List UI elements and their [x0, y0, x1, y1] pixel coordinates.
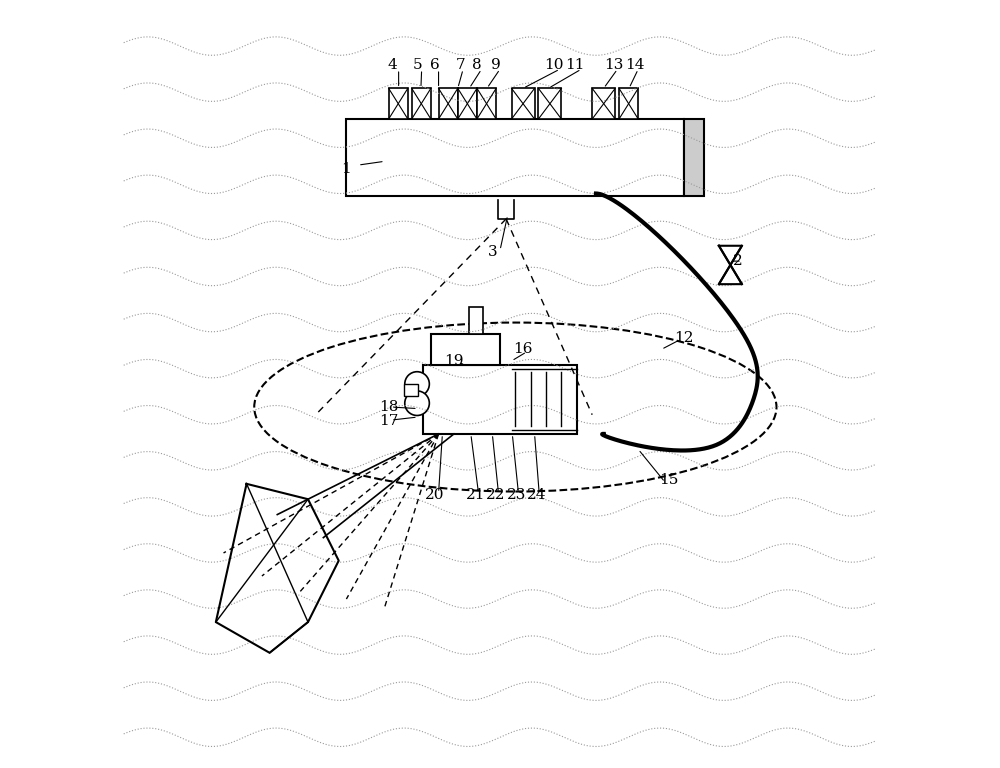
FancyBboxPatch shape	[592, 88, 615, 119]
FancyBboxPatch shape	[619, 88, 638, 119]
FancyBboxPatch shape	[423, 365, 577, 434]
Text: 8: 8	[472, 58, 482, 72]
Text: 7: 7	[455, 58, 465, 72]
Text: 13: 13	[604, 58, 623, 72]
Text: 18: 18	[379, 400, 398, 414]
FancyBboxPatch shape	[346, 119, 684, 196]
FancyBboxPatch shape	[458, 88, 477, 119]
FancyBboxPatch shape	[412, 88, 431, 119]
FancyBboxPatch shape	[477, 88, 496, 119]
Circle shape	[405, 391, 429, 415]
Text: 11: 11	[566, 58, 585, 72]
Text: 14: 14	[625, 58, 644, 72]
Text: 9: 9	[491, 58, 501, 72]
Text: 17: 17	[379, 414, 398, 428]
Text: 20: 20	[425, 488, 444, 502]
Text: 24: 24	[527, 488, 547, 502]
Text: 15: 15	[659, 473, 679, 487]
Text: 3: 3	[488, 245, 497, 259]
Text: 6: 6	[430, 58, 440, 72]
Text: 5: 5	[413, 58, 423, 72]
FancyBboxPatch shape	[439, 88, 458, 119]
Text: 16: 16	[513, 343, 533, 356]
Text: 22: 22	[486, 488, 505, 502]
Text: 2: 2	[733, 254, 743, 268]
Text: 23: 23	[506, 488, 526, 502]
Text: 19: 19	[444, 354, 464, 368]
Text: 21: 21	[466, 488, 485, 502]
Text: 1: 1	[342, 162, 351, 176]
Circle shape	[405, 372, 429, 396]
Text: 12: 12	[675, 331, 694, 345]
FancyBboxPatch shape	[512, 88, 535, 119]
FancyBboxPatch shape	[538, 88, 561, 119]
FancyBboxPatch shape	[431, 334, 500, 365]
Text: 4: 4	[388, 58, 397, 72]
FancyBboxPatch shape	[404, 384, 418, 396]
Text: 10: 10	[544, 58, 564, 72]
FancyBboxPatch shape	[389, 88, 408, 119]
FancyBboxPatch shape	[684, 119, 704, 196]
FancyBboxPatch shape	[469, 307, 483, 334]
